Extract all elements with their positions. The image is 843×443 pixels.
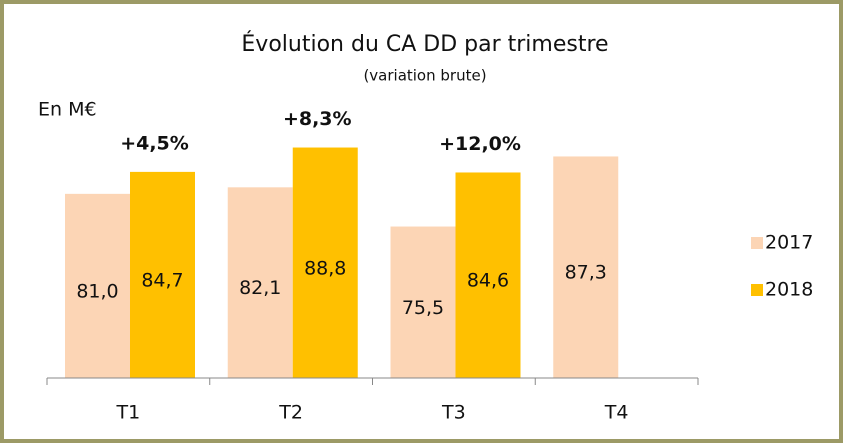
data-label: 88,8 xyxy=(304,257,346,279)
x-tick-label: T4 xyxy=(604,402,629,424)
bar xyxy=(390,226,456,378)
bar xyxy=(65,193,130,378)
legend-swatch xyxy=(751,237,763,249)
chart-title: Évolution du CA DD par trimestre xyxy=(241,31,608,57)
data-label: 84,7 xyxy=(141,269,183,291)
data-label: 75,5 xyxy=(402,297,444,319)
annotation: +4,5% xyxy=(120,132,189,154)
x-tick-label: T1 xyxy=(116,402,141,424)
legend-label: 2018 xyxy=(765,279,813,301)
bar xyxy=(227,187,293,378)
y-axis-label: En M€ xyxy=(38,99,97,121)
legend-label: 2017 xyxy=(765,232,813,254)
data-label: 82,1 xyxy=(239,277,281,299)
bar xyxy=(130,171,195,378)
data-label: 84,6 xyxy=(467,270,509,292)
bar xyxy=(292,147,358,378)
bar xyxy=(553,156,619,378)
bar xyxy=(455,172,521,378)
annotation: +12,0% xyxy=(439,133,521,155)
data-label: 81,0 xyxy=(76,280,118,302)
chart-subtitle: (variation brute) xyxy=(363,67,486,85)
legend-swatch xyxy=(751,284,763,296)
annotation: +8,3% xyxy=(283,108,352,130)
x-tick-label: T3 xyxy=(441,402,466,424)
x-tick-label: T2 xyxy=(278,402,303,424)
data-label: 87,3 xyxy=(565,262,607,284)
